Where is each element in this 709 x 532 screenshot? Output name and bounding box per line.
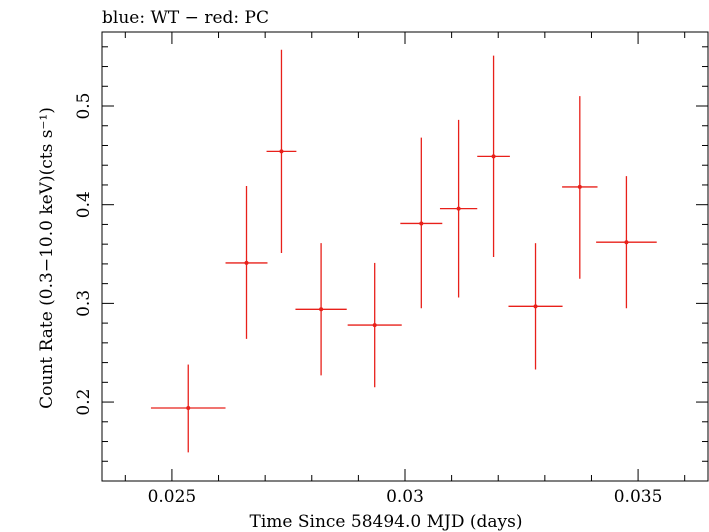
- plot-frame: [101, 31, 709, 482]
- data-point: [477, 55, 510, 257]
- x-tick-label: 0.025: [148, 487, 197, 507]
- data-marker: [577, 184, 582, 189]
- data-marker: [419, 221, 424, 226]
- data-marker: [491, 154, 496, 159]
- data-point: [225, 185, 268, 339]
- data-point: [150, 364, 226, 453]
- data-point: [295, 243, 347, 376]
- chart-title: blue: WT − red: PC: [102, 8, 269, 28]
- data-point: [347, 262, 402, 388]
- data-marker: [456, 206, 461, 211]
- data-point: [400, 137, 443, 309]
- x-tick-label: 0.035: [614, 487, 663, 507]
- data-point: [439, 119, 478, 298]
- y-tick-label: 0.3: [74, 290, 94, 317]
- data-point: [266, 49, 297, 254]
- data-marker: [624, 240, 629, 245]
- x-axis-label: Time Since 58494.0 MJD (days): [250, 512, 523, 532]
- y-tick-label: 0.4: [74, 191, 94, 218]
- data-marker: [319, 307, 324, 312]
- data-marker: [279, 149, 284, 154]
- data-point: [508, 243, 563, 370]
- data-point: [596, 176, 657, 309]
- data-marker: [533, 304, 538, 309]
- y-axis-label: Count Rate (0.3−10.0 keV)(cts s⁻¹): [37, 107, 57, 409]
- data-series-pc: [150, 49, 657, 453]
- data-marker: [372, 323, 377, 328]
- x-tick-label: 0.03: [386, 487, 424, 507]
- axes: 0.025 0.03 0.035 0.2 0.3 0.4 0.5: [74, 32, 708, 507]
- y-tick-label: 0.5: [74, 92, 94, 119]
- data-marker: [244, 260, 249, 265]
- y-tick-label: 0.2: [74, 389, 94, 416]
- data-point: [562, 96, 598, 279]
- data-marker: [186, 405, 191, 410]
